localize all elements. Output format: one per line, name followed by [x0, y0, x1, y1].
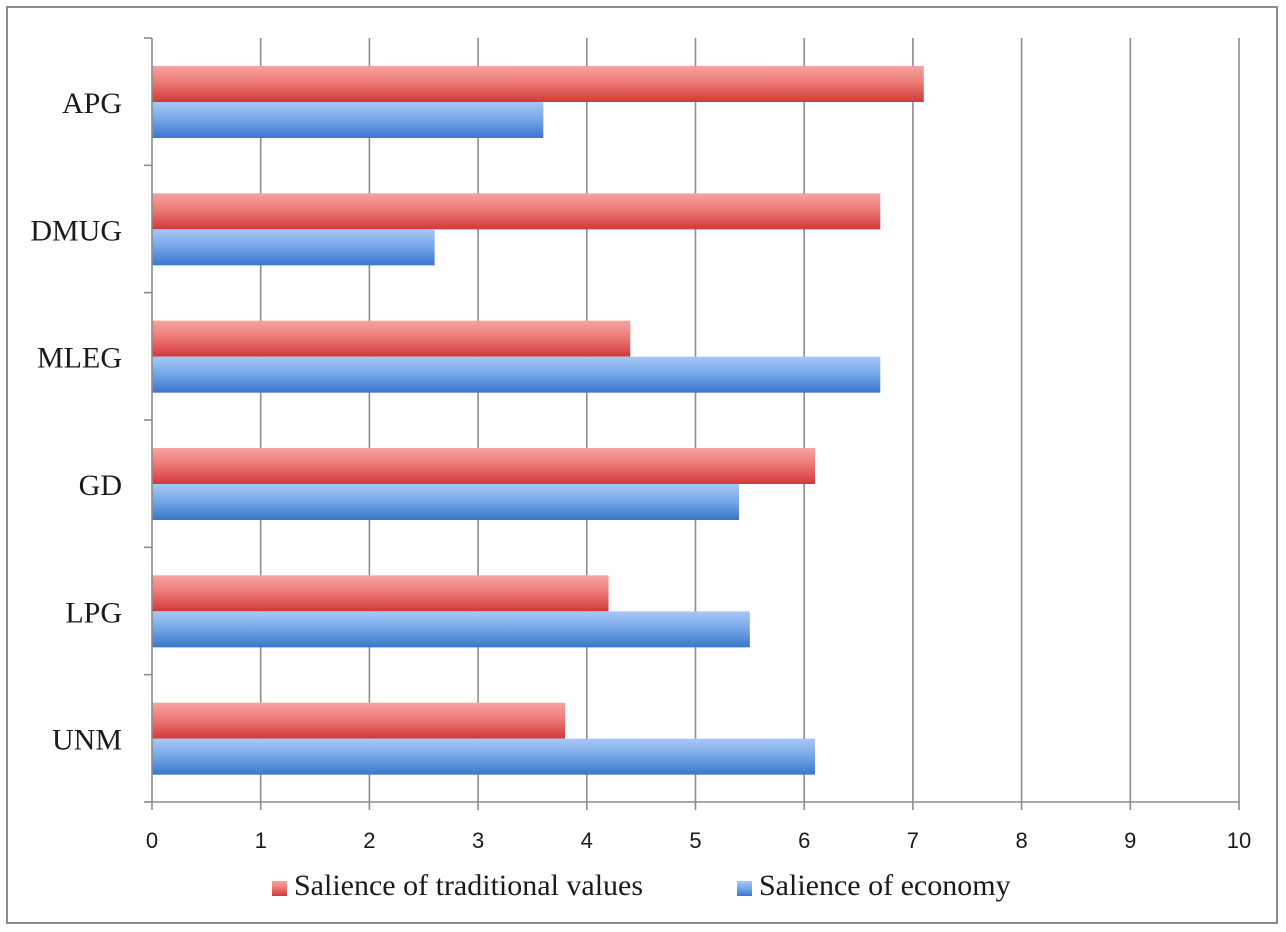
bar-gd-series-2	[152, 484, 739, 520]
category-label: UNM	[52, 724, 122, 757]
bar-apg-series-1	[152, 66, 924, 102]
x-tick-label: 4	[581, 828, 593, 853]
axes	[144, 37, 1240, 810]
category-label: APG	[62, 87, 122, 120]
x-tick-label: 3	[472, 828, 484, 853]
bars	[152, 66, 924, 775]
category-label: LPG	[65, 596, 122, 629]
x-tick-label: 2	[363, 828, 375, 853]
legend-swatch	[737, 881, 752, 896]
category-label: MLEG	[37, 342, 122, 375]
category-label: DMUG	[30, 214, 122, 247]
x-tick-label: 8	[1015, 828, 1027, 853]
bar-dmug-series-1	[152, 193, 881, 230]
bar-lpg-series-1	[152, 575, 609, 612]
x-tick-label: 0	[146, 828, 158, 853]
legend-swatch	[272, 881, 287, 896]
bar-unm-series-1	[152, 702, 566, 739]
bar-unm-series-2	[152, 738, 816, 775]
legend-label: Salience of economy	[759, 869, 1011, 902]
x-tick-label: 6	[798, 828, 810, 853]
bar-apg-series-2	[152, 102, 544, 138]
bar-gd-series-1	[152, 448, 816, 484]
bar-lpg-series-2	[152, 611, 750, 648]
category-label: GD	[79, 469, 122, 502]
legend-label: Salience of traditional values	[294, 869, 643, 902]
gridlines	[259, 38, 1240, 802]
legend: Salience of traditional values Salience o…	[272, 869, 1011, 902]
bar-mleg-series-2	[152, 356, 881, 393]
bar-mleg-series-1	[152, 320, 631, 357]
bar-dmug-series-2	[152, 229, 435, 266]
x-tick-label: 5	[689, 828, 701, 853]
x-tick-label: 10	[1227, 828, 1251, 853]
category-labels: APG DMUG MLEG GD LPG UNM	[30, 87, 122, 757]
x-tick-labels: 0 1 2 3 4 5 6 7 8 9 10	[146, 828, 1251, 853]
x-tick-label: 7	[907, 828, 919, 853]
x-tick-label: 1	[255, 828, 267, 853]
x-tick-label: 9	[1124, 828, 1136, 853]
